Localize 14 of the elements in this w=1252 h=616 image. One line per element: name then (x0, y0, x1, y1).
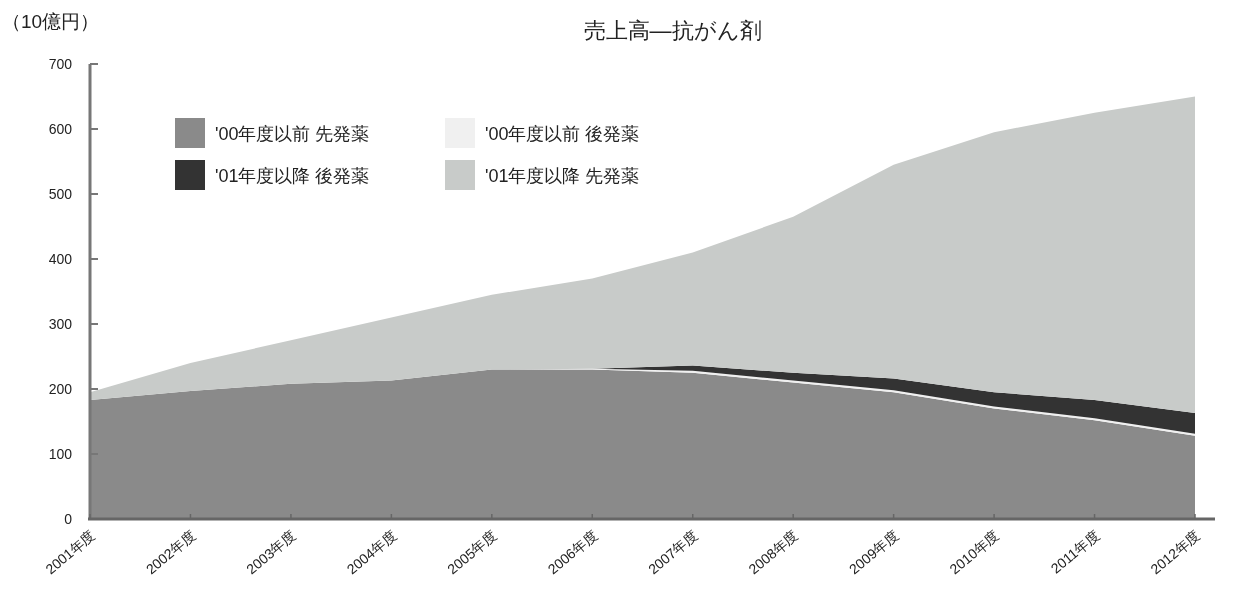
y-tick-label: 600 (48, 121, 73, 137)
y-tick-label: 700 (48, 56, 73, 72)
y-tick-label: 0 (64, 511, 73, 527)
chart-title: 売上高—抗がん剤 (583, 18, 762, 43)
legend-label: '00年度以前 先発薬 (215, 124, 370, 144)
y-tick-label: 400 (48, 251, 73, 267)
legend-label: '01年度以降 先発薬 (485, 166, 640, 186)
y-tick-label: 100 (48, 446, 73, 462)
y-axis-title: （10億円） (2, 11, 100, 32)
legend-label: '01年度以降 後発薬 (215, 166, 370, 186)
legend-label: '00年度以前 後発薬 (485, 124, 640, 144)
y-tick-label: 300 (48, 316, 73, 332)
y-tick-label: 200 (48, 381, 73, 397)
y-tick-label: 500 (48, 186, 73, 202)
